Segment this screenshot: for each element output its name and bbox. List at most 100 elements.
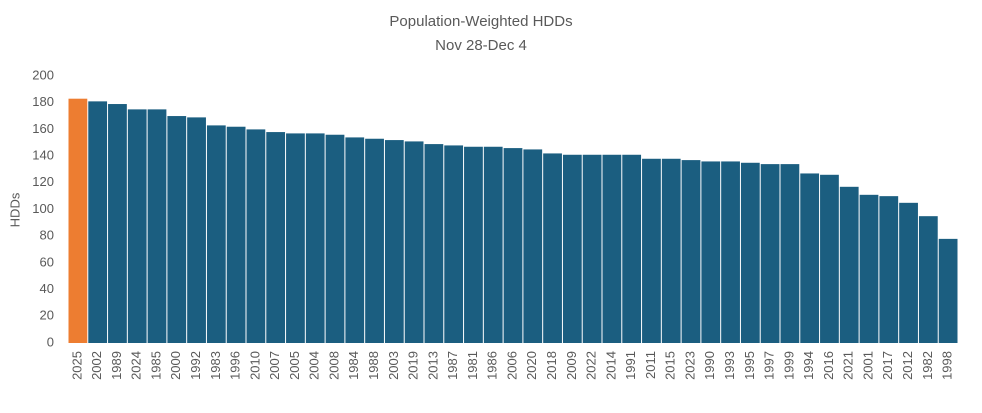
bar	[800, 173, 820, 343]
y-axis-label: HDDs	[7, 192, 22, 227]
x-tick-label: 2010	[247, 351, 262, 380]
bar	[365, 138, 384, 343]
y-tick-label: 180	[32, 94, 54, 109]
x-tick-label: 2002	[89, 351, 104, 380]
bar	[523, 149, 543, 343]
y-tick-label: 40	[40, 281, 54, 296]
y-tick-label: 200	[32, 67, 54, 82]
x-tick-label: 2006	[504, 351, 519, 380]
bar	[642, 158, 661, 343]
x-tick-label: 2021	[841, 351, 856, 380]
y-tick-label: 160	[32, 121, 54, 136]
bar	[226, 126, 246, 343]
bar	[88, 101, 108, 344]
x-tick-label: 2015	[663, 351, 678, 380]
chart-subtitle: Nov 28-Dec 4	[435, 37, 527, 54]
y-tick-label: 20	[40, 308, 54, 323]
bar	[820, 174, 839, 343]
bar	[266, 132, 286, 343]
x-tick-label: 2022	[584, 351, 599, 380]
bar	[68, 98, 88, 343]
bar	[879, 196, 899, 343]
bar	[246, 129, 266, 343]
bar	[622, 154, 642, 343]
bar	[108, 104, 127, 343]
y-tick-label: 100	[32, 201, 54, 216]
x-tick-label: 1991	[623, 351, 638, 380]
x-tick-label: 1982	[920, 351, 935, 380]
bar	[780, 164, 800, 343]
bar	[582, 154, 602, 343]
x-tick-label: 2020	[524, 351, 539, 380]
bar	[464, 146, 483, 343]
x-tick-label: 1989	[109, 351, 124, 380]
bar	[187, 117, 206, 343]
bar	[167, 116, 187, 343]
bar	[661, 158, 681, 343]
bar	[899, 202, 918, 343]
bar	[305, 133, 325, 343]
x-tick-label: 2023	[682, 351, 697, 380]
bar	[740, 162, 760, 343]
x-tick-label: 1981	[465, 351, 480, 380]
bar	[127, 109, 147, 343]
x-tick-label: 2001	[860, 351, 875, 380]
bar	[325, 134, 345, 343]
x-tick-label: 2003	[386, 351, 401, 380]
x-tick-label: 2000	[168, 351, 183, 380]
bar	[345, 137, 365, 343]
x-tick-label: 2004	[307, 351, 322, 380]
x-tick-label: 1998	[940, 351, 955, 380]
bar	[147, 109, 167, 343]
bar	[543, 153, 562, 343]
x-tick-label: 1983	[208, 351, 223, 380]
bar	[384, 140, 404, 343]
x-tick-label: 1992	[188, 351, 203, 380]
y-tick-label: 60	[40, 254, 54, 269]
bar	[602, 154, 622, 343]
x-tick-label: 2007	[267, 351, 282, 380]
x-tick-label: 2008	[326, 351, 341, 380]
bar	[918, 216, 938, 343]
bar	[404, 141, 424, 343]
x-tick-label: 1996	[228, 351, 243, 380]
y-tick-label: 80	[40, 228, 54, 243]
y-tick-label: 140	[32, 148, 54, 163]
x-tick-label: 2024	[129, 351, 144, 380]
x-tick-label: 2018	[544, 351, 559, 380]
x-tick-label: 2017	[880, 351, 895, 380]
x-tick-label: 2012	[900, 351, 915, 380]
x-tick-label: 1995	[742, 351, 757, 380]
bar	[859, 194, 879, 343]
bar	[839, 186, 859, 343]
x-tick-label: 1985	[148, 351, 163, 380]
x-tick-label: 1999	[781, 351, 796, 380]
x-tick-label: 1997	[762, 351, 777, 380]
x-tick-label: 2016	[821, 351, 836, 380]
x-tick-label: 1988	[366, 351, 381, 380]
x-tick-label: 1990	[702, 351, 717, 380]
bar	[938, 238, 958, 343]
bar	[760, 164, 780, 343]
y-tick-label: 120	[32, 174, 54, 189]
x-tick-label: 2009	[564, 351, 579, 380]
y-tick-label: 0	[47, 334, 54, 349]
bar	[286, 133, 305, 343]
bar	[503, 148, 523, 343]
x-tick-label: 2014	[603, 351, 618, 380]
x-tick-label: 2005	[287, 351, 302, 380]
bar	[483, 146, 503, 343]
bar	[424, 144, 444, 343]
x-tick-label: 2011	[643, 351, 658, 379]
bar	[721, 161, 740, 343]
x-tick-label: 1986	[485, 351, 500, 380]
x-tick-label: 1987	[445, 351, 460, 380]
x-tick-label: 2013	[425, 351, 440, 380]
x-tick-label: 2019	[406, 351, 421, 380]
x-tick-label: 1993	[722, 351, 737, 380]
x-tick-label: 2025	[69, 351, 84, 380]
bar	[444, 145, 464, 343]
x-tick-label: 1984	[346, 351, 361, 380]
bar	[206, 125, 226, 344]
